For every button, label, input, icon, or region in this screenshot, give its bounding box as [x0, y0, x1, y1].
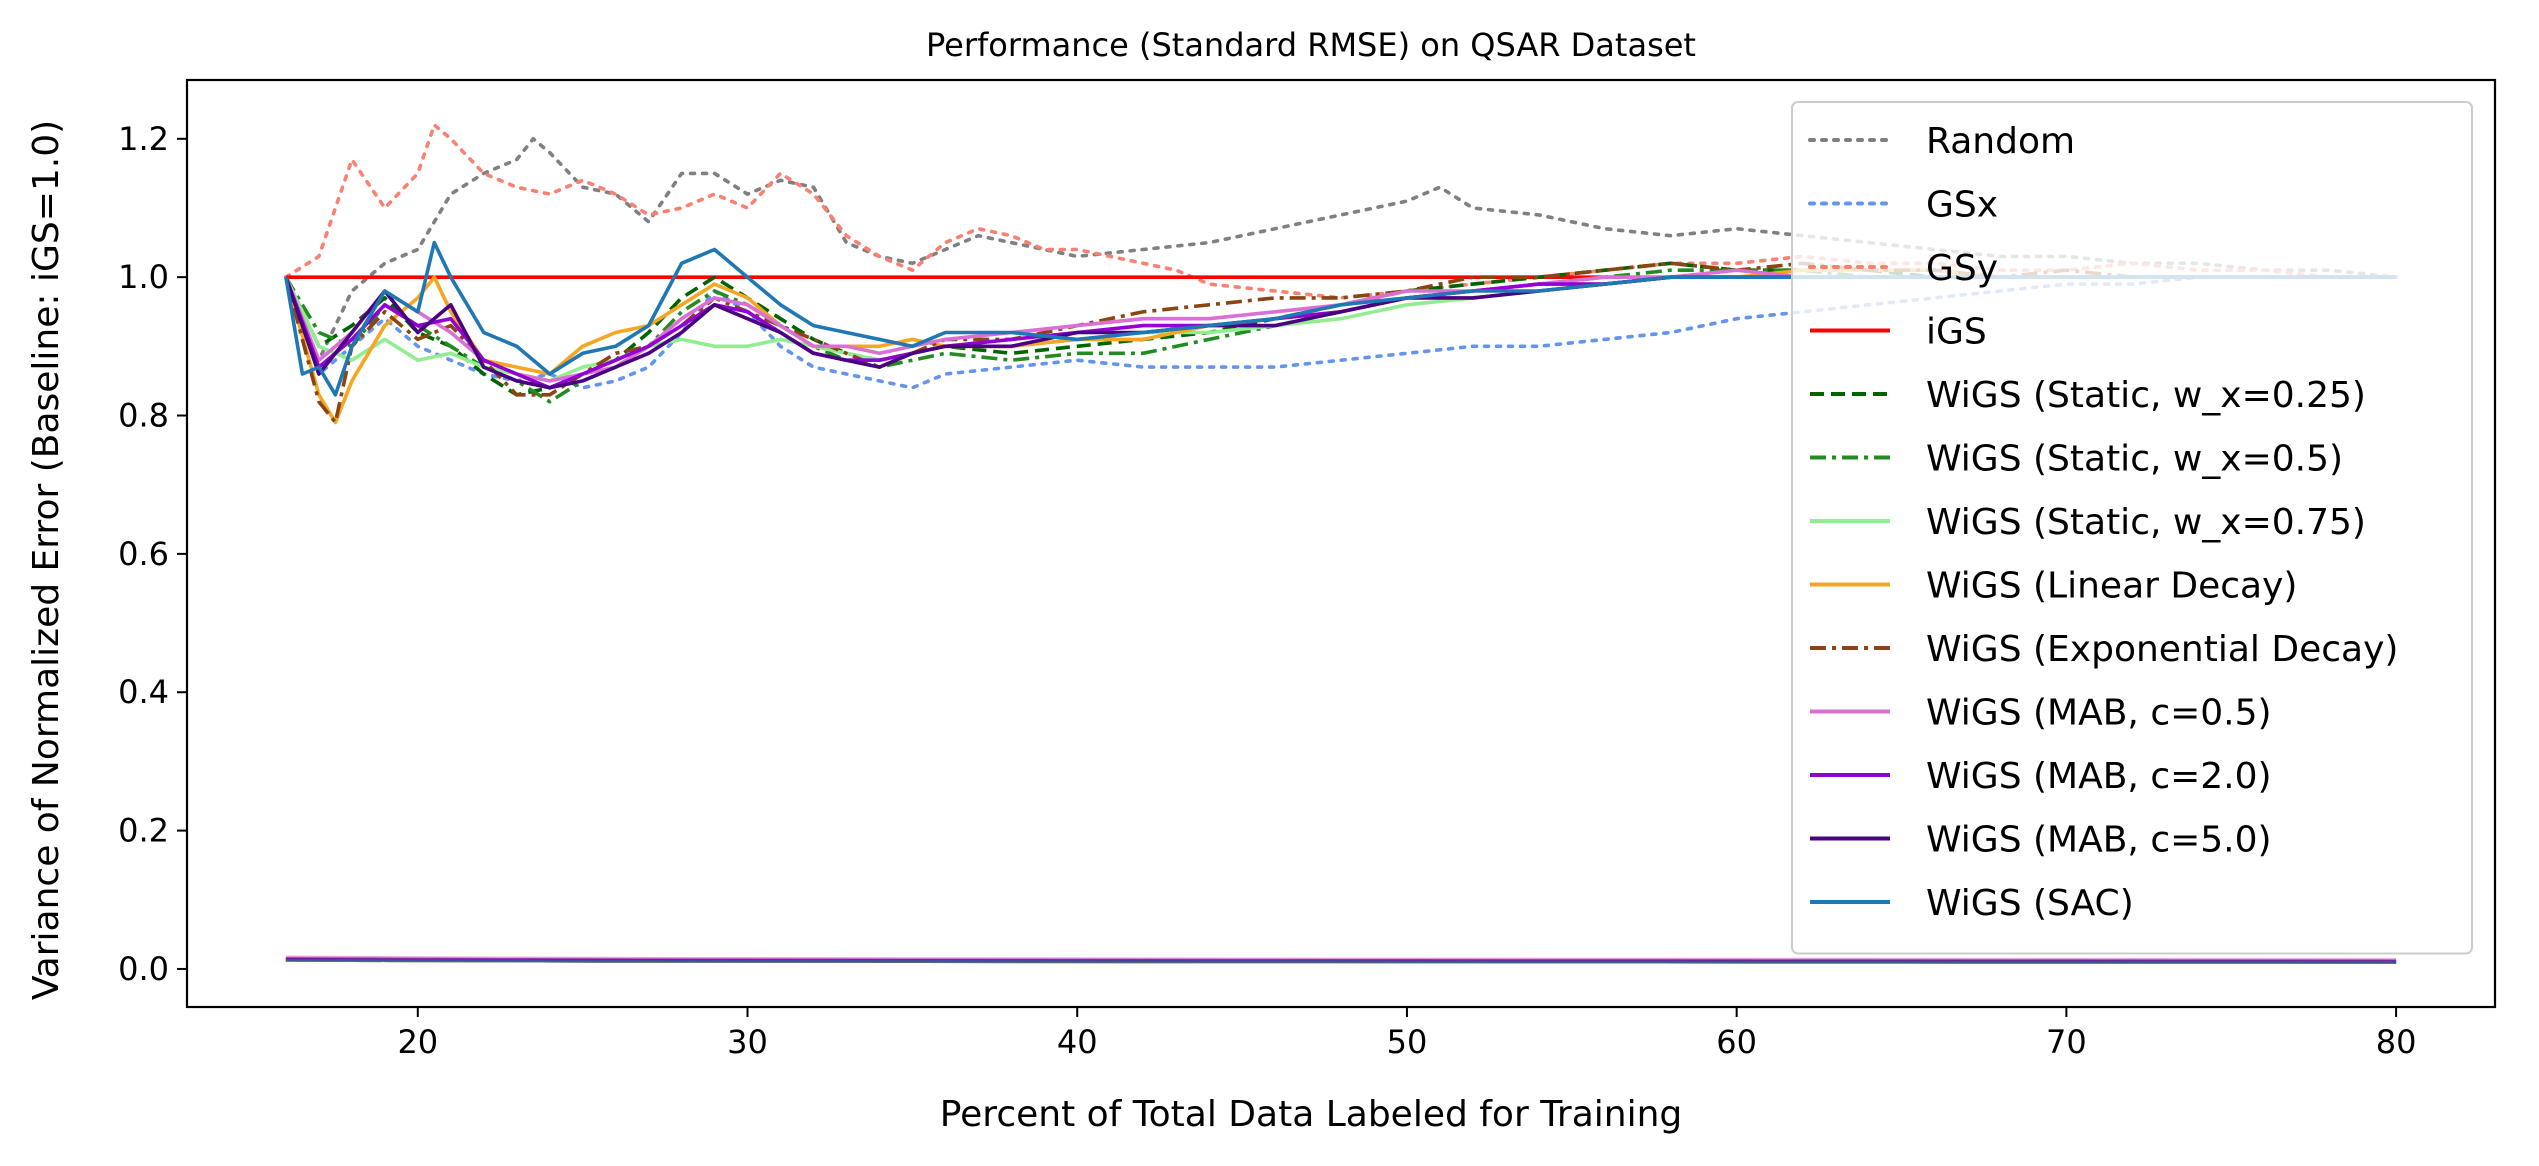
x-tick-label: 30: [727, 1023, 768, 1061]
series-line-8: [284, 261, 2397, 425]
y-tick-label: 1.2: [118, 120, 169, 158]
x-tick-label: 70: [2046, 1023, 2087, 1061]
legend-entry: WiGS (MAB, c=0.5): [1926, 693, 2272, 734]
legend-entry: WiGS (MAB, c=5.0): [1926, 820, 2272, 861]
y-axis: 0.0 0.2 0.4 0.6 0.8 1.0 1.2: [118, 120, 187, 988]
y-tick-label: 0.4: [118, 673, 169, 711]
legend-entry: WiGS (Static, w_x=0.5): [1926, 439, 2343, 480]
x-tick-label: 50: [1387, 1023, 1428, 1061]
legend-entry: WiGS (Linear Decay): [1926, 566, 2297, 607]
x-tick-label: 20: [397, 1023, 438, 1061]
chart-title: Performance (Standard RMSE) on QSAR Data…: [926, 26, 1696, 64]
x-axis: 20 30 40 50 60 70 80: [397, 1007, 2416, 1061]
legend-entry: iGS: [1926, 312, 1987, 353]
y-tick-label: 1.0: [118, 258, 169, 296]
x-tick-label: 80: [2376, 1023, 2417, 1061]
legend-entry: WiGS (Exponential Decay): [1926, 629, 2398, 670]
legend-entry: WiGS (SAC): [1926, 883, 2134, 924]
plot-frame: [185, 78, 2497, 1009]
legend-entry: WiGS (Static, w_x=0.25): [1926, 375, 2366, 416]
legend-entry: WiGS (Static, w_x=0.75): [1926, 502, 2366, 543]
y-axis-label: Variance of Normalized Error (Baseline: …: [26, 120, 67, 1000]
legend-entry: GSx: [1926, 185, 1998, 226]
variance-line-12: [285, 958, 2397, 964]
x-axis-label: Percent of Total Data Labeled for Traini…: [940, 1094, 1683, 1135]
y-tick-label: 0.2: [118, 812, 169, 850]
x-tick-label: 60: [1716, 1023, 1757, 1061]
series-line-0: [284, 137, 2398, 363]
y-tick-label: 0.8: [118, 397, 169, 435]
legend-entry: Random: [1926, 121, 2075, 162]
legend-entry: GSy: [1926, 248, 1998, 289]
y-tick-label: 0.6: [118, 535, 169, 573]
y-tick-label: 0.0: [118, 950, 169, 988]
legend-box: [1791, 101, 2473, 955]
x-tick-label: 40: [1057, 1023, 1098, 1061]
legend: Random GSx GSy iGS WiGS (Static, w_x=0.25) Wi…: [1791, 101, 2473, 955]
legend-entry: WiGS (MAB, c=2.0): [1926, 756, 2272, 797]
